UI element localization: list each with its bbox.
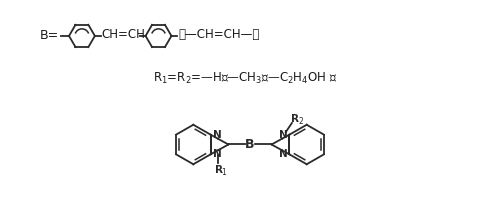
Text: 1: 1 — [222, 168, 226, 177]
Text: CH=CH: CH=CH — [102, 29, 146, 42]
Text: N: N — [278, 130, 287, 140]
Text: 2: 2 — [298, 118, 303, 127]
Text: B=: B= — [40, 29, 58, 42]
Text: ，—CH=CH—等: ，—CH=CH—等 — [178, 29, 260, 42]
Text: B: B — [245, 138, 255, 151]
Text: R$_1$=R$_2$=—H，—CH$_3$，—C$_2$H$_4$OH 等: R$_1$=R$_2$=—H，—CH$_3$，—C$_2$H$_4$OH 等 — [153, 71, 337, 86]
Text: R: R — [215, 165, 223, 175]
Text: R: R — [291, 114, 299, 124]
Text: N: N — [212, 149, 222, 159]
Text: N: N — [278, 149, 287, 159]
Text: N: N — [212, 130, 222, 140]
